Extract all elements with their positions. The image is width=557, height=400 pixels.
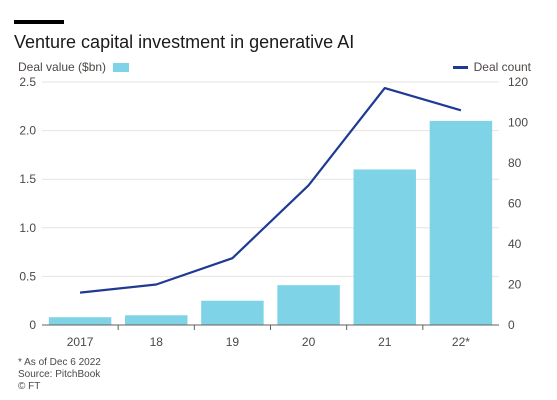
- y-left-tick-label: 0: [29, 318, 36, 332]
- y-right-tick-label: 120: [508, 75, 528, 89]
- footnote-copyright: © FT: [18, 381, 41, 392]
- legend-deal-count: Deal count: [452, 60, 531, 74]
- y-right-tick-label: 0: [508, 318, 515, 332]
- legend-deal-count-label: Deal count: [473, 60, 531, 74]
- footnote-source: Source: PitchBook: [18, 369, 101, 380]
- header-rule: [14, 20, 64, 24]
- y-left-tick-label: 0.5: [19, 269, 36, 283]
- legend-deal-value: Deal value ($bn): [18, 60, 130, 74]
- legend-bar-swatch: [113, 62, 130, 72]
- x-tick-label: 21: [378, 335, 392, 349]
- y-right-tick-label: 60: [508, 197, 522, 211]
- legend-line-swatch: [452, 65, 468, 69]
- x-tick-label: 18: [150, 335, 164, 349]
- bar-21: [353, 169, 416, 325]
- x-tick-label: 20: [302, 335, 316, 349]
- bar-22*: [429, 120, 493, 325]
- bar-20: [277, 285, 340, 325]
- bar-2017: [48, 317, 112, 325]
- bar-19: [201, 300, 264, 325]
- footnote-asof: * As of Dec 6 2022: [18, 357, 101, 368]
- y-left-tick-label: 2.5: [19, 75, 36, 89]
- x-tick-label: 22*: [452, 335, 470, 349]
- y-right-tick-label: 40: [508, 237, 522, 251]
- y-left-tick-label: 2.0: [19, 124, 36, 138]
- y-right-tick-label: 80: [508, 156, 522, 170]
- y-right-tick-label: 100: [508, 116, 528, 130]
- deal-count-line: [79, 86, 462, 294]
- x-tick-label: 2017: [67, 335, 94, 349]
- x-tick-label: 19: [226, 335, 240, 349]
- chart-title: Venture capital investment in generative…: [14, 32, 355, 52]
- y-right-tick-label: 20: [508, 278, 522, 292]
- y-left-tick-label: 1.0: [19, 221, 36, 235]
- legend-deal-value-label: Deal value ($bn): [18, 60, 107, 74]
- footnotes: * As of Dec 6 2022 Source: PitchBook © F…: [18, 357, 101, 393]
- bar-18: [125, 315, 188, 325]
- y-left-tick-label: 1.5: [19, 172, 36, 186]
